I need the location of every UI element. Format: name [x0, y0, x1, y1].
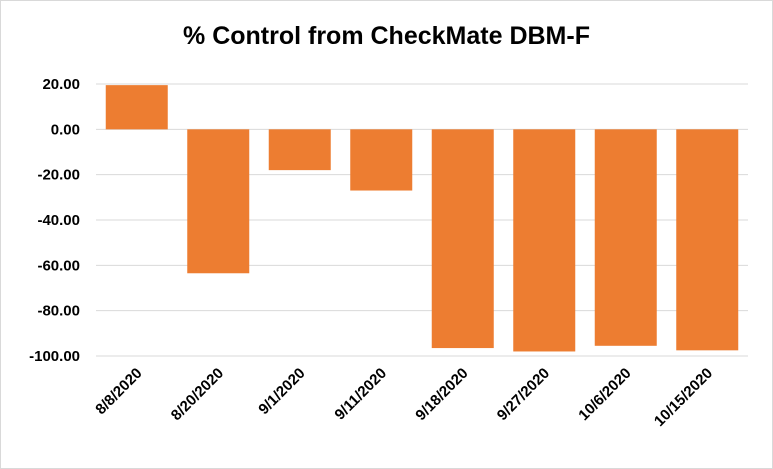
bar — [431, 129, 494, 349]
bar — [513, 129, 576, 352]
y-tick-label: 0.00 — [51, 121, 80, 138]
y-tick-label: -60.00 — [37, 257, 80, 274]
y-axis-tick-labels: 20.00 0.00 -20.00 -40.00 -60.00 -80.00 -100.00 — [29, 76, 80, 365]
y-tick-label: -100.00 — [29, 348, 80, 365]
bar — [187, 129, 250, 274]
bar — [350, 129, 413, 191]
x-axis-tick-labels: 8/8/2020 8/20/2020 9/1/2020 9/11/2020 9/18/2… — [92, 365, 716, 430]
x-tick-label: 10/15/2020 — [651, 365, 716, 430]
x-tick-label: 9/11/2020 — [331, 365, 390, 424]
chart-title: % Control from CheckMate DBM-F — [183, 22, 590, 50]
x-tick-label: 9/1/2020 — [255, 365, 308, 418]
bar — [268, 129, 331, 171]
bar — [676, 129, 739, 351]
bar — [594, 129, 657, 346]
x-tick-label: 8/20/2020 — [168, 365, 227, 424]
x-tick-label: 10/6/2020 — [575, 365, 634, 424]
y-tick-label: -80.00 — [37, 303, 80, 320]
y-tick-label: -40.00 — [37, 212, 80, 229]
x-tick-label: 9/27/2020 — [494, 365, 553, 424]
x-tick-label: 8/8/2020 — [92, 365, 145, 418]
y-tick-label: 20.00 — [42, 76, 80, 93]
bars — [105, 85, 739, 352]
y-tick-label: -20.00 — [37, 167, 80, 184]
x-tick-label: 9/18/2020 — [412, 365, 471, 424]
bar — [105, 85, 168, 130]
